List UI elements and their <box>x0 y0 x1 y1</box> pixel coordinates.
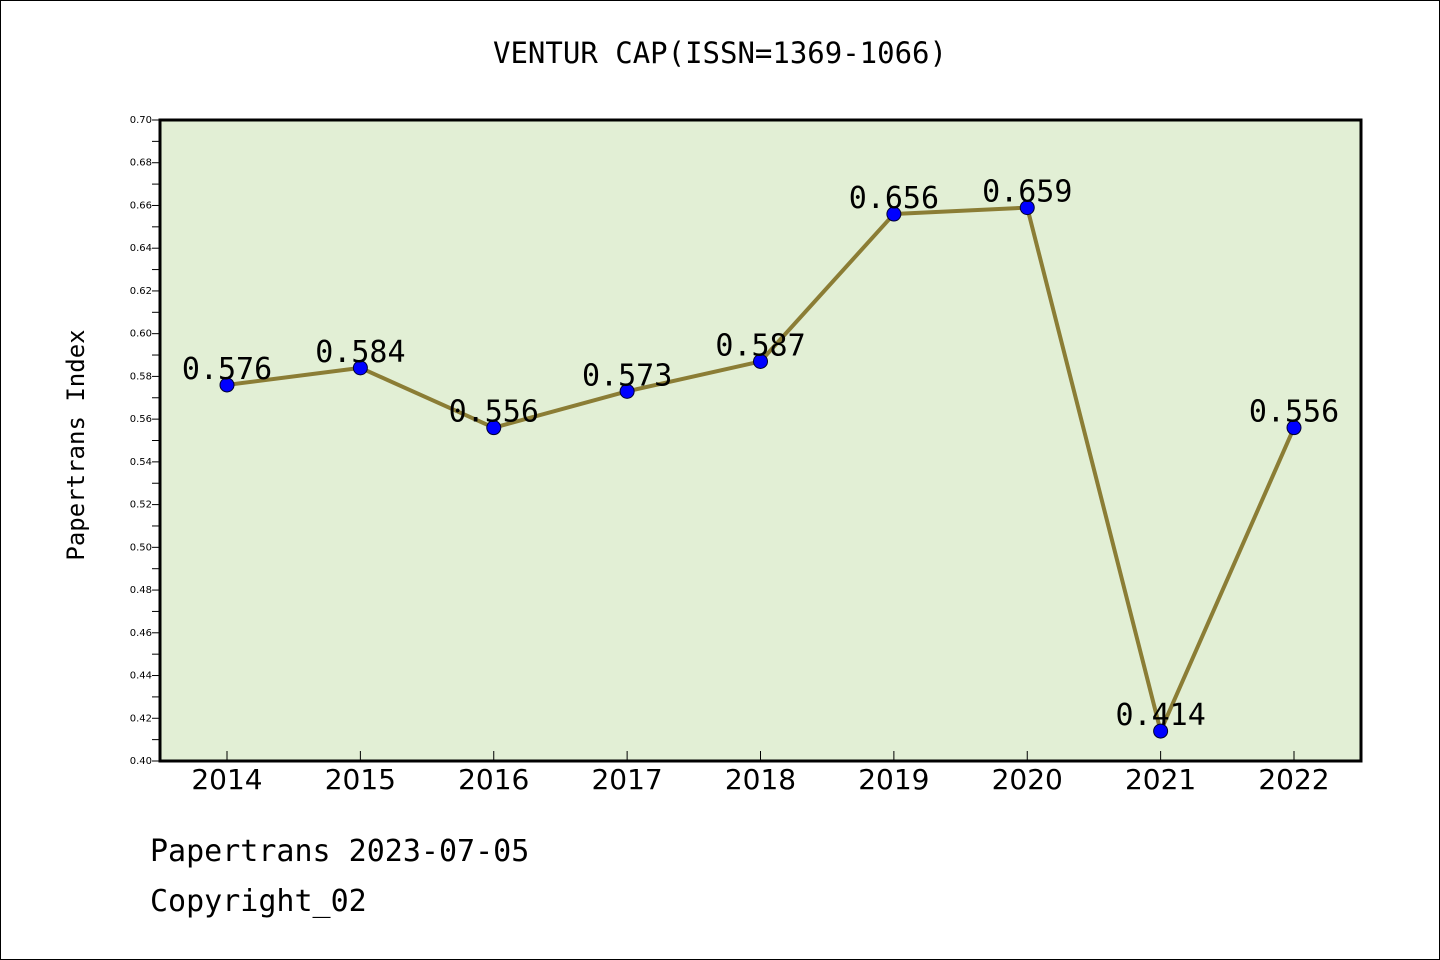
data-point-marker <box>1153 723 1169 739</box>
data-point-marker <box>352 360 368 376</box>
x-tick-label: 2017 <box>591 763 662 796</box>
x-tick-label: 2018 <box>725 763 796 796</box>
y-tick-label: 0.42 <box>130 713 152 724</box>
y-tick-label: 0.50 <box>130 542 152 553</box>
data-label: 0.656 <box>849 181 939 216</box>
y-tick-label: 0.62 <box>130 286 152 297</box>
y-tick-label: 0.58 <box>130 371 152 382</box>
data-label: 0.659 <box>982 175 1072 210</box>
data-label: 0.556 <box>1249 395 1339 430</box>
y-tick-label: 0.56 <box>130 414 152 425</box>
data-point-marker <box>886 206 902 222</box>
data-point-marker <box>1286 420 1302 436</box>
x-tick-label: 2014 <box>191 763 262 796</box>
plot-area <box>158 118 1363 763</box>
y-tick-label: 0.52 <box>130 500 152 511</box>
chart-title: VENTUR CAP(ISSN=1369-1066) <box>493 36 947 70</box>
y-tick-label: 0.46 <box>130 628 152 639</box>
x-tick-label: 2022 <box>1258 763 1329 796</box>
y-tick-label: 0.40 <box>130 756 152 767</box>
footer-copyright: Copyright_02 <box>150 884 367 919</box>
data-label: 0.584 <box>315 335 405 370</box>
data-point-marker <box>753 353 768 369</box>
data-label: 0.414 <box>1115 698 1205 733</box>
data-label: 0.576 <box>182 352 272 387</box>
x-axis-ticks: 2014 2015 2016 2017 2018 2019 2020 2021 2022 <box>191 751 1330 796</box>
data-label: 0.587 <box>715 328 805 363</box>
y-axis-ticks: 0.40 0.42 0.44 0.46 0.48 0.50 0.52 0.54 0.56 0.58… <box>130 115 160 767</box>
y-tick-label: 0.64 <box>130 243 152 254</box>
footer-source-date: Papertrans 2023-07-05 <box>150 834 530 869</box>
series-layer: 0.576 0.584 0.556 0.573 0.587 0.656 0.659 0.414… <box>182 175 1339 739</box>
x-tick-label: 2020 <box>992 763 1063 796</box>
y-tick-label: 0.68 <box>130 158 152 169</box>
y-tick-label: 0.44 <box>130 671 152 682</box>
x-tick-label: 2016 <box>458 763 529 796</box>
data-point-marker <box>219 377 235 393</box>
data-label: 0.573 <box>582 358 672 393</box>
y-tick-label: 0.60 <box>130 329 152 340</box>
data-point-marker <box>486 420 502 436</box>
y-tick-label: 0.70 <box>130 115 152 126</box>
data-point-marker <box>619 383 635 399</box>
y-axis-label: Papertrans Index <box>62 329 90 560</box>
y-tick-label: 0.48 <box>130 585 152 596</box>
x-tick-label: 2021 <box>1125 763 1196 796</box>
data-point-marker <box>1019 200 1035 216</box>
x-tick-label: 2015 <box>325 763 396 796</box>
y-tick-label: 0.66 <box>130 200 152 211</box>
y-tick-label: 0.54 <box>130 457 152 468</box>
data-label: 0.556 <box>449 395 539 430</box>
x-tick-label: 2019 <box>858 763 929 796</box>
